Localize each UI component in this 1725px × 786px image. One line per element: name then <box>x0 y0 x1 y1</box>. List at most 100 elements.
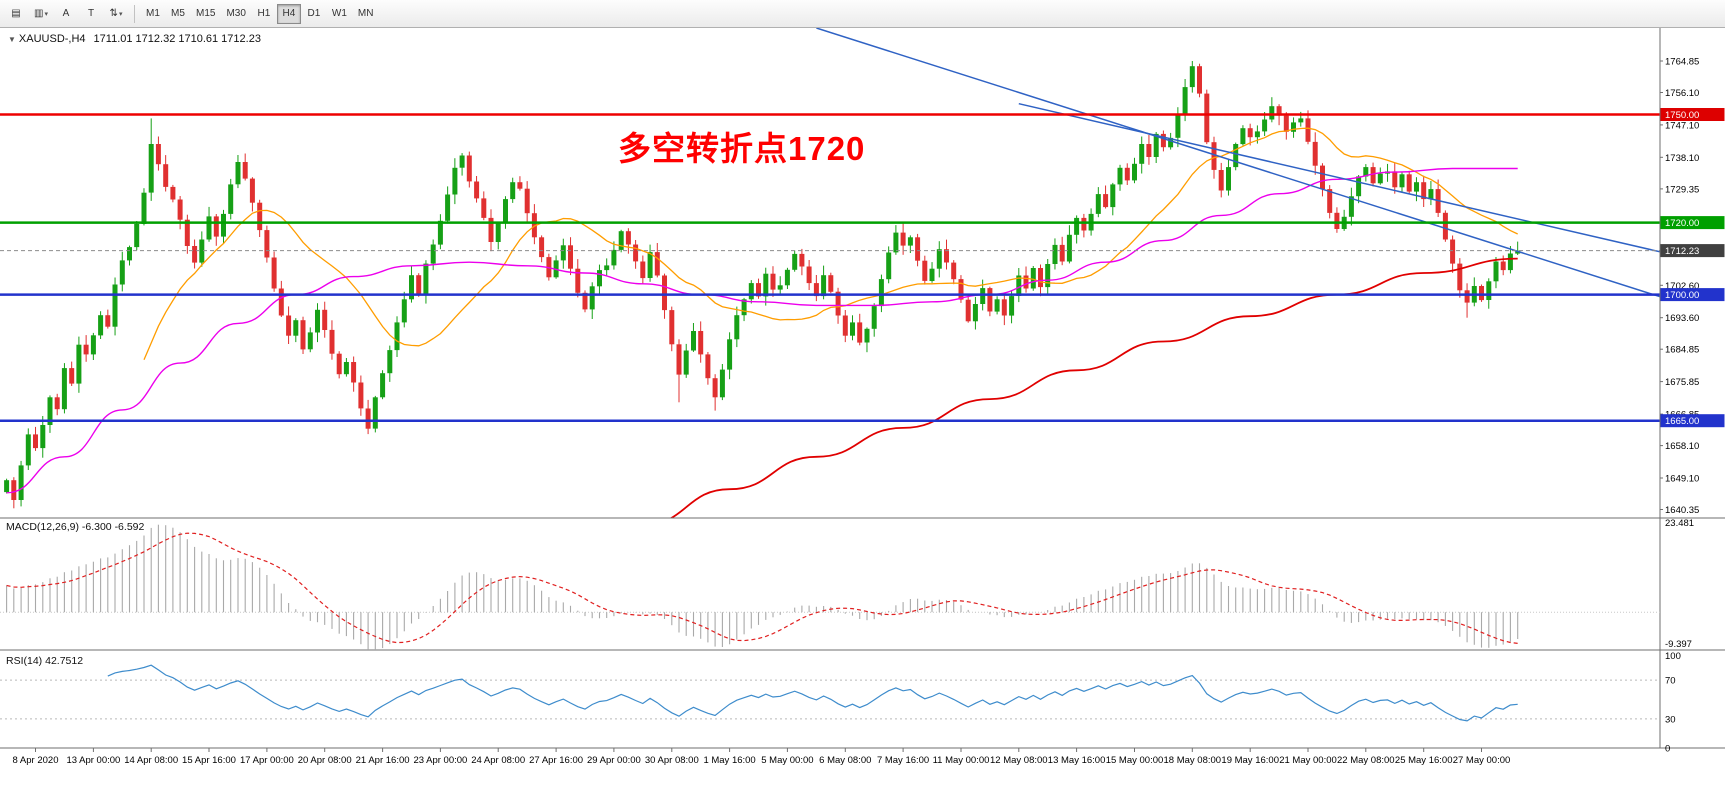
time-axis-label: 18 May 08:00 <box>1164 755 1222 766</box>
time-axis-label: 27 May 00:00 <box>1453 755 1511 766</box>
price-tick-label: 1729.35 <box>1665 184 1699 195</box>
time-axis-label: 1 May 16:00 <box>703 755 755 766</box>
text-tool-icon: A <box>62 8 70 19</box>
price-badge <box>1660 414 1725 428</box>
chevron-down-icon: ▾ <box>118 10 123 18</box>
ohlc-values: 1711.01 1712.32 1710.61 1712.23 <box>93 33 261 45</box>
time-axis-label: 8 Apr 2020 <box>13 755 59 766</box>
time-axis-label: 27 Apr 16:00 <box>529 755 583 766</box>
main-chart-canvas[interactable] <box>0 28 1660 518</box>
chart-background <box>0 28 1725 786</box>
macd-values: -6.300 -6.592 <box>81 521 145 533</box>
rsi-axis-label: 100 <box>1665 651 1681 662</box>
time-axis-label: 21 May 00:00 <box>1279 755 1337 766</box>
timeframe-m1[interactable]: M1 <box>141 4 165 24</box>
time-axis-label: 29 Apr 00:00 <box>587 755 641 766</box>
time-axis-label: 22 May 08:00 <box>1337 755 1395 766</box>
timeframe-mn[interactable]: MN <box>353 4 379 24</box>
timeframe-m15[interactable]: M15 <box>191 4 220 24</box>
price-badge-value: 1750.00 <box>1665 110 1699 121</box>
symbol-ohlc-label: ▼ XAUUSD-,H4 1711.01 1712.32 1710.61 1712.… <box>8 33 261 45</box>
price-badge-value: 1665.00 <box>1665 416 1699 427</box>
timeframe-h4[interactable]: H4 <box>276 3 301 24</box>
time-axis-label: 15 May 00:00 <box>1106 755 1164 766</box>
scale-tool-icon: ⇅ <box>109 8 118 19</box>
time-axis-label: 30 Apr 08:00 <box>645 755 699 766</box>
macd-histogram <box>6 524 1519 650</box>
chevron-down-icon: ▾ <box>44 10 48 18</box>
price-tick-label: 1658.10 <box>1665 441 1699 452</box>
chart-style-icon: ▥ <box>34 8 44 19</box>
time-axis-label: 5 May 00:00 <box>761 755 813 766</box>
timeframe-h1[interactable]: H1 <box>252 4 276 24</box>
timeframe-w1[interactable]: W1 <box>327 4 352 24</box>
template-tool-icon: T <box>87 8 95 19</box>
price-tick-label: 1675.85 <box>1665 377 1699 388</box>
price-badge-value: 1712.23 <box>1665 246 1699 257</box>
text-tool-button[interactable]: A <box>54 4 78 24</box>
rsi-indicator-label: RSI(14) 42.7512 <box>6 655 83 667</box>
symbol-label: XAUUSD-,H4 <box>18 33 86 45</box>
timeframe-m30[interactable]: M30 <box>221 4 250 24</box>
chart-style-button[interactable]: ▥ ▾ <box>29 4 53 24</box>
price-badge-value: 1720.00 <box>1665 218 1699 229</box>
macd-indicator-label: MACD(12,26,9) -6.300 -6.592 <box>6 521 144 533</box>
time-axis-label: 11 May 00:00 <box>933 755 990 766</box>
price-badge-value: 1700.00 <box>1665 290 1699 301</box>
price-tick-label: 1747.10 <box>1665 120 1699 131</box>
rsi-pane[interactable] <box>0 651 1660 748</box>
ma-long-red <box>669 257 1518 518</box>
time-axis-label: 17 Apr 00:00 <box>240 755 294 766</box>
time-axis-label: 13 May 16:00 <box>1048 755 1106 766</box>
time-axis-label: 12 May 08:00 <box>990 755 1048 766</box>
rsi-axis-label: 70 <box>1665 676 1676 687</box>
rsi-value: 42.7512 <box>45 655 84 667</box>
trendline-2[interactable] <box>1018 102 1660 253</box>
price-tick-label: 1756.10 <box>1665 88 1699 99</box>
toolbar-separator <box>134 4 135 23</box>
price-tick-label: 1649.10 <box>1665 474 1699 485</box>
price-badge <box>1660 288 1725 302</box>
chart-svg: 1764.85 1756.10 1747.10 1738.10 1729.35 1702.… <box>0 28 1725 786</box>
template-tool-button[interactable]: T <box>79 4 103 24</box>
rsi-axis-label: 0 <box>1665 744 1670 755</box>
time-axis-label: 13 Apr 00:00 <box>66 755 120 766</box>
macd-axis-label: -9.397 <box>1665 639 1692 650</box>
time-axis-label: 15 Apr 16:00 <box>182 755 236 766</box>
price-badge <box>1660 108 1725 121</box>
price-tick-label: 1764.85 <box>1665 57 1699 68</box>
rsi-axis-label: 30 <box>1665 714 1676 725</box>
timeframe-d1[interactable]: D1 <box>302 4 326 24</box>
time-axis-label: 24 Apr 08:00 <box>471 755 525 766</box>
macd-name: MACD(12,26,9) <box>6 521 79 533</box>
time-axis-area[interactable] <box>0 748 1725 786</box>
menu-button[interactable]: ▤ <box>4 4 28 24</box>
price-tick-label: 1684.85 <box>1665 345 1699 356</box>
macd-signal-line <box>6 532 1518 644</box>
price-tick-label: 1738.10 <box>1665 153 1699 164</box>
price-badge <box>1660 216 1725 230</box>
ma-slow-magenta <box>6 167 1518 494</box>
macd-axis-label: 23.481 <box>1665 518 1694 529</box>
ma-fast-orange <box>143 127 1518 361</box>
trendline-1[interactable] <box>816 28 1660 298</box>
time-axis-label: 25 May 16:00 <box>1395 755 1453 766</box>
time-axis-label: 7 May 16:00 <box>877 755 929 766</box>
time-axis-label: 21 Apr 16:00 <box>356 755 410 766</box>
scale-tool-button[interactable]: ⇅ ▾ <box>104 4 128 24</box>
price-tick-label: 1702.60 <box>1665 281 1699 292</box>
time-axis-label: 23 Apr 00:00 <box>413 755 467 766</box>
price-axis-area[interactable] <box>1660 28 1725 748</box>
rsi-name: RSI(14) <box>6 655 43 667</box>
toolbar: ▤ ▥ ▾ A T ⇅ ▾ M1 M5 M15 M30 H1 H4 D1 W1 MN <box>0 0 1725 28</box>
time-axis-label: 20 Apr 08:00 <box>298 755 352 766</box>
timeframe-m5[interactable]: M5 <box>166 4 190 24</box>
time-axis-label: 19 May 16:00 <box>1221 755 1279 766</box>
macd-pane[interactable] <box>0 519 1660 650</box>
toolbar-left-group: ▤ ▥ ▾ A T ⇅ ▾ <box>4 4 128 24</box>
collapse-triangle-icon[interactable]: ▼ <box>8 35 16 44</box>
timeframe-toolbar: M1 M5 M15 M30 H1 H4 D1 W1 MN <box>141 3 379 24</box>
chart-annotation-text[interactable]: 多空转折点1720 <box>618 130 866 167</box>
price-tick-label: 1693.60 <box>1665 313 1699 324</box>
price-badge <box>1660 244 1725 258</box>
